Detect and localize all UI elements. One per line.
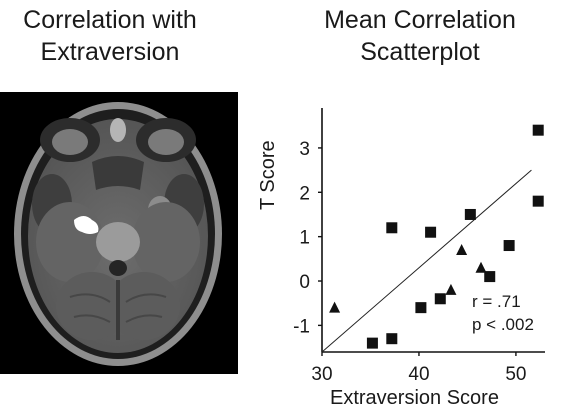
trendline [321,169,532,353]
right-panel-title-line2: Scatterplot [360,38,480,66]
data-point-square [425,226,437,238]
data-point-triangle [445,283,457,295]
plot-ticks: -1 0 1 2 3 30 40 50 [293,139,526,385]
plot-axes [321,108,545,353]
correlation-r-annotation: r = .71 [472,292,521,311]
data-point-square [464,208,476,220]
data-point-square [532,124,544,136]
x-tick-label: 40 [408,364,429,385]
correlation-p-annotation: p < .002 [472,315,534,334]
data-point-square [532,195,544,207]
plot-points [329,124,544,349]
y-tick-label: 1 [299,228,310,249]
left-panel-title-line2: Extraversion [40,38,180,66]
data-point-square [503,240,515,252]
brain-mri-image [0,92,238,374]
x-tick-label: 50 [505,364,526,385]
data-point-square [386,222,398,234]
data-point-square [386,333,398,345]
x-tick-label: 30 [311,364,332,385]
plot-trendline-group [321,169,532,353]
y-tick-label: 3 [299,139,310,160]
right-panel-title-line1: Mean Correlation [324,6,516,34]
brain-mri-drawing [14,102,222,366]
data-point-square [434,293,446,305]
y-axis-label: T Score [257,140,279,210]
data-point-triangle [475,261,487,273]
activation-highlight [74,216,99,234]
y-tick-label: 0 [299,272,310,293]
data-point-square [415,302,427,314]
data-point-triangle [329,301,341,313]
left-panel-title-line1: Correlation with [23,6,197,34]
scatter-plot: -1 0 1 2 3 30 40 50 r = .71 p < .002 [293,108,545,385]
plot-annotations: r = .71 p < .002 [472,292,534,334]
x-axis-label: Extraversion Score [330,387,499,409]
y-tick-label: -1 [293,316,310,337]
data-point-triangle [456,243,468,255]
y-tick-label: 2 [299,183,310,204]
data-point-square [366,337,378,349]
data-point-square [484,271,496,283]
